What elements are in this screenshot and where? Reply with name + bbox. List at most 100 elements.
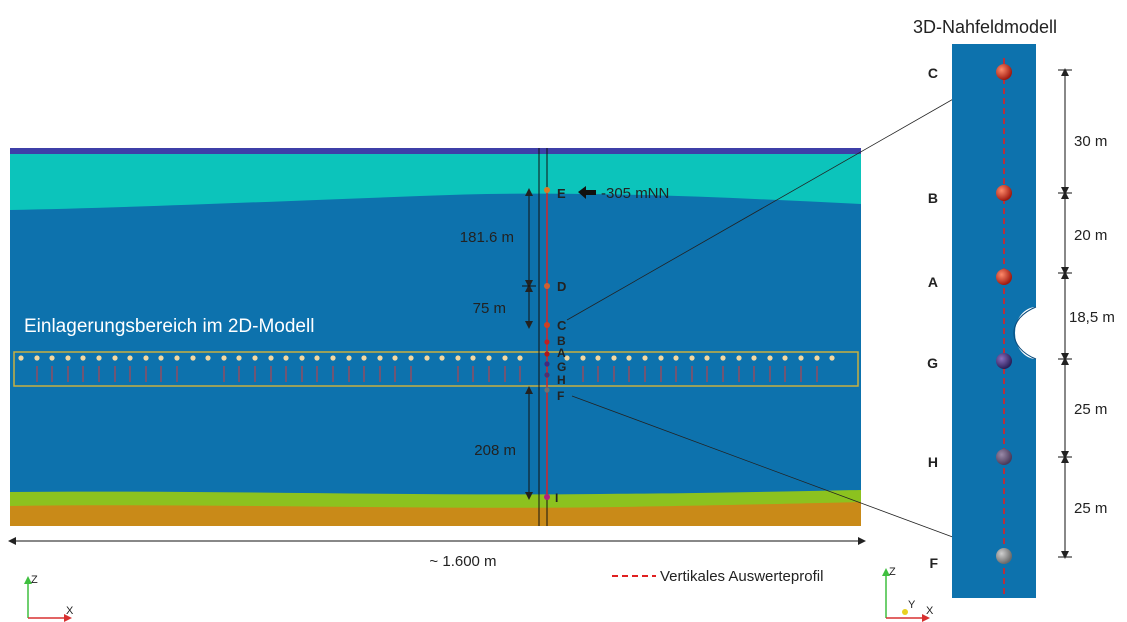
container-mark (205, 355, 211, 361)
container-mark (361, 355, 367, 361)
container-mark (782, 355, 788, 361)
container-mark (595, 355, 601, 361)
dim-label-2d-2: 75 m (473, 300, 506, 317)
axis-x-right: X (926, 605, 934, 617)
label-H-2d: H (557, 373, 566, 387)
container-mark (517, 355, 523, 361)
dim-label-2d-3: 208 m (474, 442, 516, 459)
container-mark (658, 355, 664, 361)
point-G-2d (544, 361, 550, 367)
point-B-2d (544, 339, 550, 345)
container-mark (190, 355, 196, 361)
container-mark (564, 355, 570, 361)
connector-line-top (566, 69, 1005, 321)
container-mark (236, 355, 242, 361)
point-E-2d (544, 187, 550, 193)
container-mark (252, 355, 258, 361)
bottom-layer (10, 502, 861, 526)
container-mark (626, 355, 632, 361)
dim-label-3d-5: 25 m (1074, 500, 1107, 517)
point-I-2d (544, 494, 550, 500)
cavity-outline (1013, 306, 1037, 360)
container-mark (689, 355, 695, 361)
label-H-3d: H (928, 454, 938, 470)
container-mark (814, 355, 820, 361)
container-mark (112, 355, 118, 361)
label-A-2d: A (557, 346, 566, 360)
axis-triad-right: Z Y X (882, 566, 934, 622)
container-mark (767, 355, 773, 361)
container-mark (221, 355, 227, 361)
label-G-3d: G (927, 355, 938, 371)
container-mark (346, 355, 352, 361)
label-E-2d: E (557, 186, 566, 201)
container-mark (49, 355, 55, 361)
point-D-2d (544, 283, 550, 289)
dim-label-3d-3: 18,5 m (1069, 309, 1115, 326)
container-mark (65, 355, 71, 361)
container-mark (392, 355, 398, 361)
container-mark (455, 355, 461, 361)
dim-label-3d-1: 30 m (1074, 133, 1107, 150)
container-mark (330, 355, 336, 361)
point-F-2d (544, 387, 550, 393)
label-I-2d: I (555, 491, 558, 505)
container-mark (299, 355, 305, 361)
container-mark (611, 355, 617, 361)
container-mark (283, 355, 289, 361)
label-B-3d: B (928, 190, 938, 206)
dim-label-3d-4: 25 m (1074, 401, 1107, 418)
ball-H (996, 449, 1012, 465)
axis-z-right: Z (889, 566, 896, 578)
label-F-2d: F (557, 389, 564, 403)
container-mark (18, 355, 24, 361)
legend-text: Vertikales Auswerteprofil (660, 568, 823, 585)
ball-A (996, 269, 1012, 285)
host-rock-layer (10, 150, 861, 526)
label-C-2d: C (557, 318, 567, 333)
width-label: ~ 1.600 m (429, 553, 496, 570)
label-D-2d: D (557, 279, 566, 294)
dimension-lines-3d (1058, 68, 1072, 559)
point-H-2d (544, 372, 550, 378)
container-mark (736, 355, 742, 361)
container-mark (377, 355, 383, 361)
title-3d: 3D-Nahfeldmodell (913, 17, 1057, 37)
container-mark (408, 355, 414, 361)
dim-label-3d-2: 20 m (1074, 227, 1107, 244)
container-mark (829, 355, 835, 361)
container-mark (704, 355, 710, 361)
container-mark (673, 355, 679, 361)
emplacement-area-label: Einlagerungsbereich im 2D-Modell (24, 316, 314, 337)
ball-F (996, 548, 1012, 564)
container-mark (96, 355, 102, 361)
container-mark (174, 355, 180, 361)
emplacement-area-box (13, 351, 859, 387)
label-A-3d: A (928, 274, 938, 290)
axis-triad-left: Z X (24, 574, 74, 622)
point-C-2d (544, 322, 550, 328)
top-band-layer (10, 148, 861, 154)
ball-B (996, 185, 1012, 201)
container-mark (642, 355, 648, 361)
container-mark (80, 355, 86, 361)
model-3d: 3D-Nahfeldmodell C B A G H F 30 (913, 17, 1115, 598)
label-B-2d: B (557, 334, 566, 348)
container-mark (34, 355, 40, 361)
upper-layer (10, 152, 861, 210)
container-mark (751, 355, 757, 361)
container-mark (470, 355, 476, 361)
label-C-3d: C (928, 65, 938, 81)
container-mark (424, 355, 430, 361)
container-mark (143, 355, 149, 361)
dim-label-2d-1: 181.6 m (460, 229, 514, 246)
container-mark (798, 355, 804, 361)
elevation-label: -305 mNN (601, 185, 669, 202)
container-mark (580, 355, 586, 361)
axis-z-left: Z (31, 574, 38, 586)
ball-G (996, 353, 1012, 369)
connector-line-bottom (571, 395, 1005, 557)
container-mark (439, 355, 445, 361)
container-mark (268, 355, 274, 361)
